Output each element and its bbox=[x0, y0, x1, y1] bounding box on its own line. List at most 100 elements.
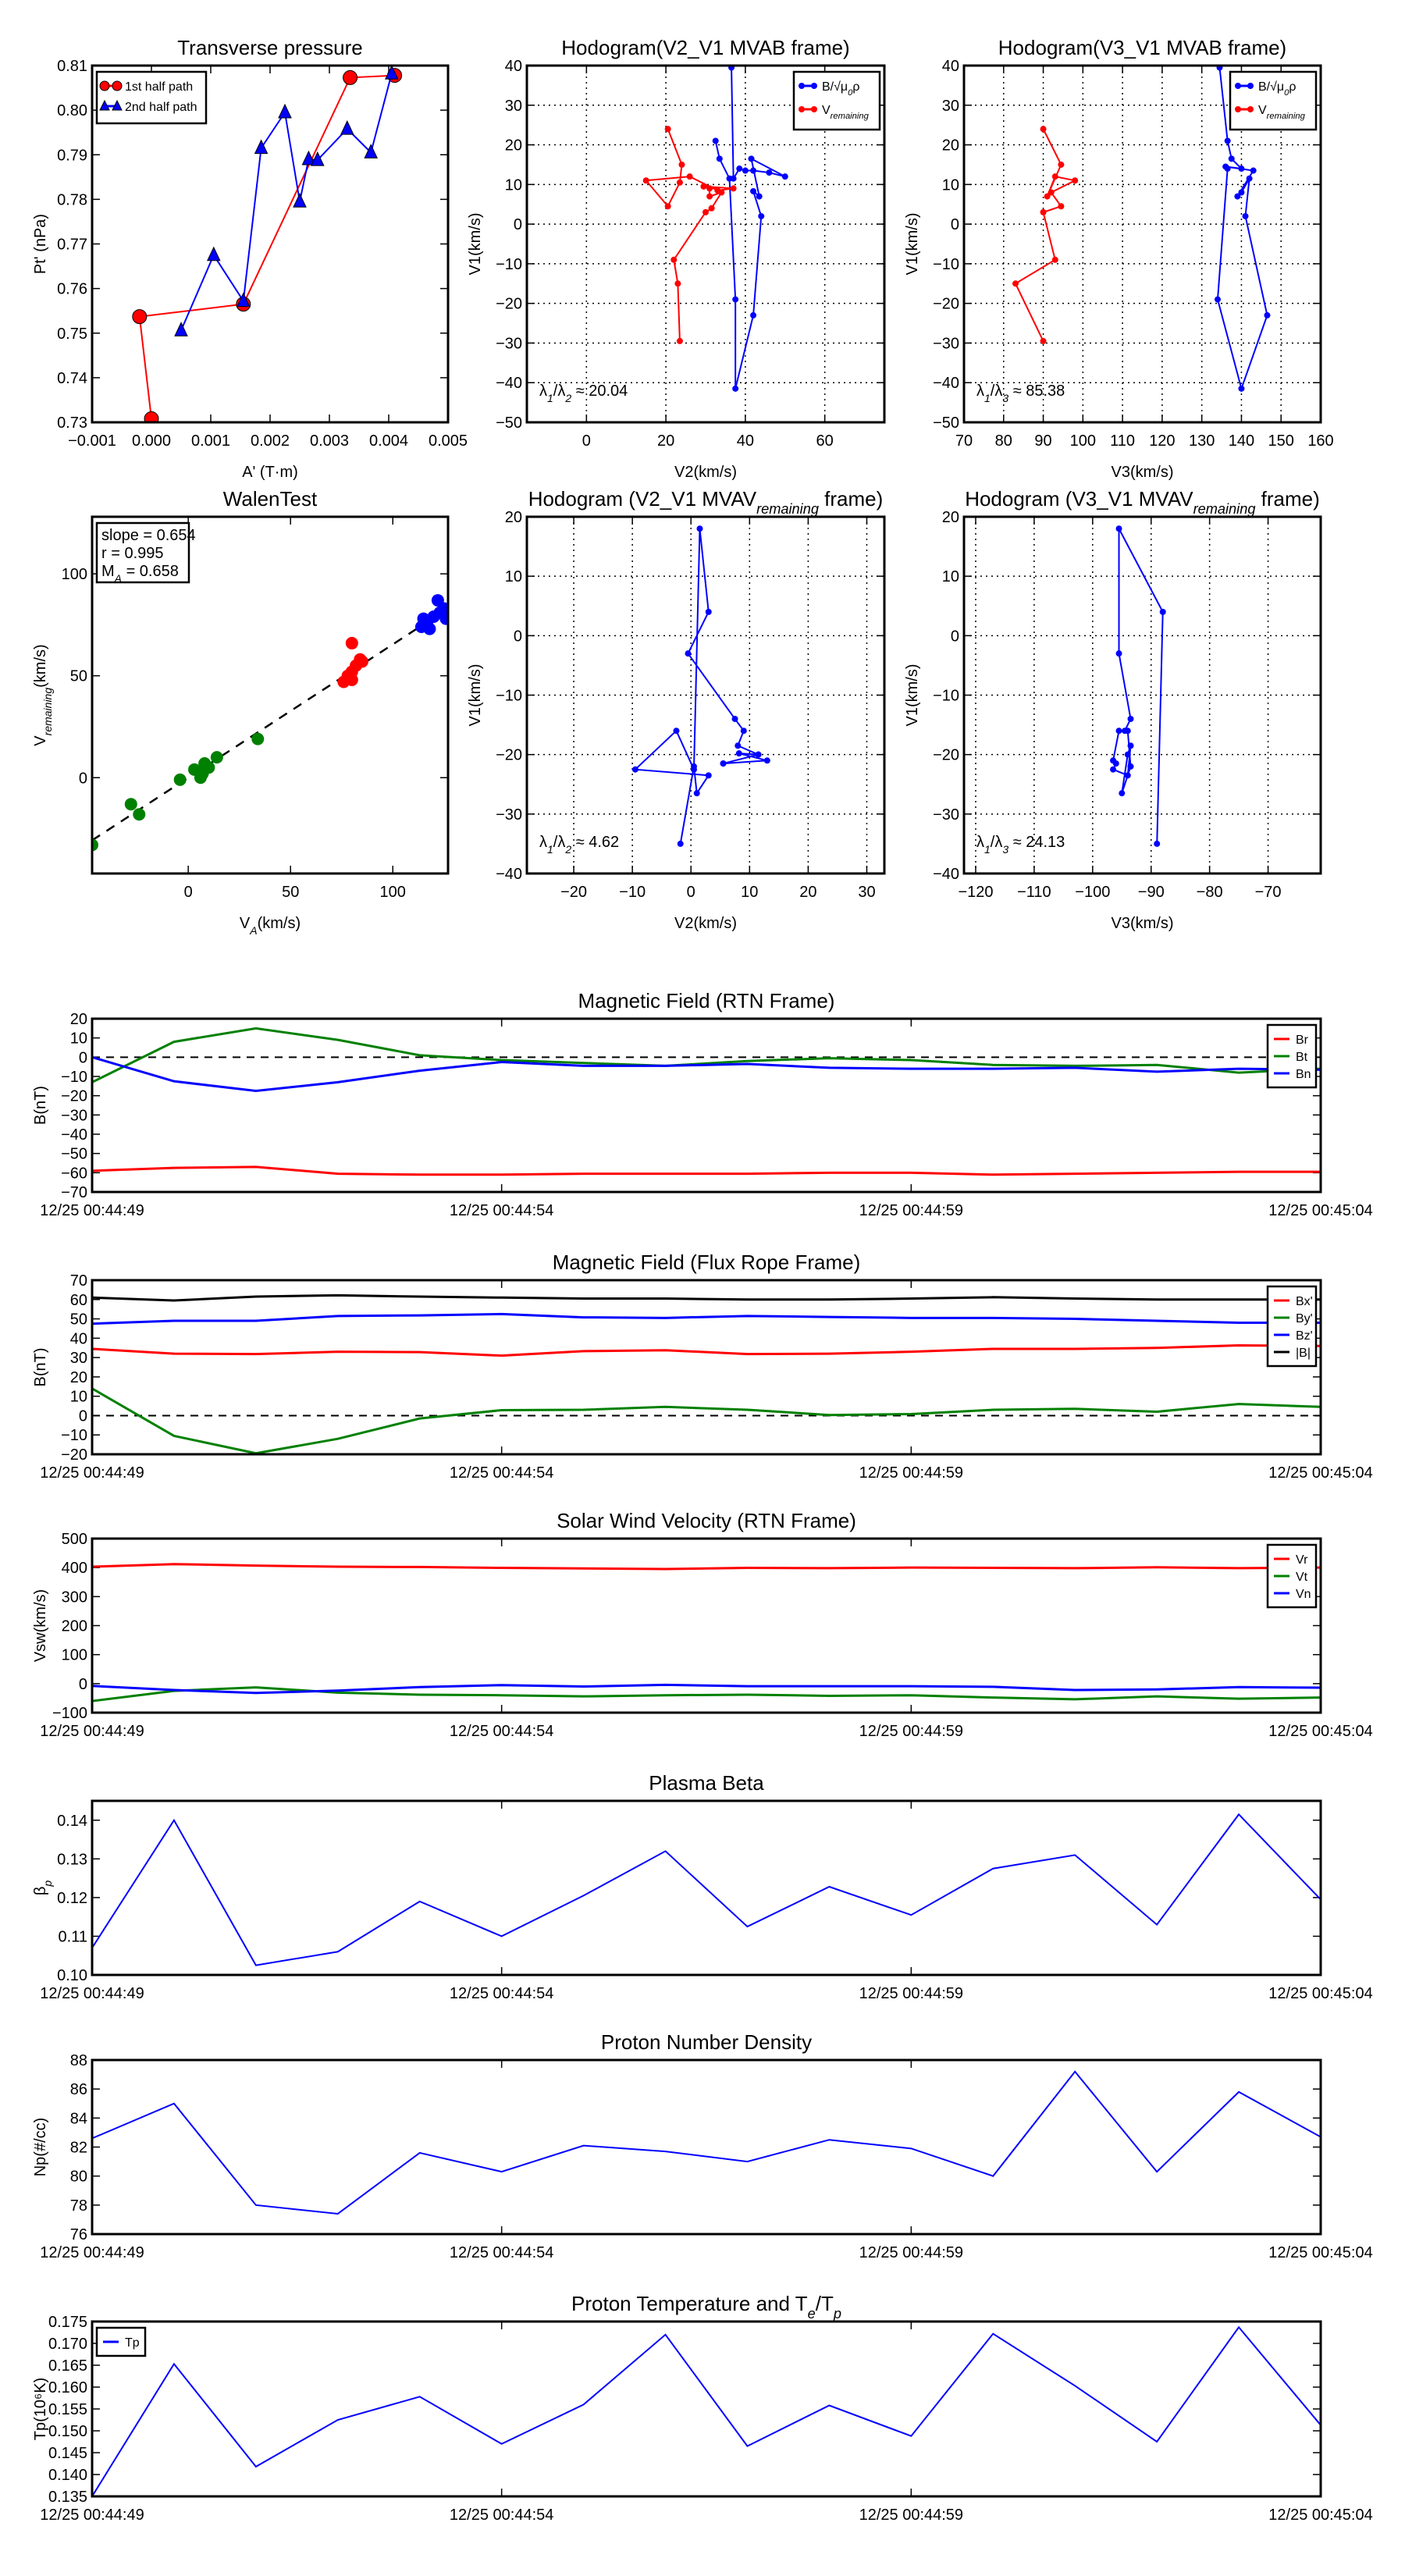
y-tick-label: −10 bbox=[933, 688, 959, 705]
chart-panel: 0 20 40 60−50−40−30−20−10010203040Hodogram(… bbox=[467, 36, 886, 481]
x-tick-label: 0 bbox=[687, 884, 695, 901]
y-axis-label: Pt' (nPa) bbox=[32, 214, 49, 274]
series-1 bbox=[92, 1387, 1321, 1454]
legend-label: Vt bbox=[1296, 1571, 1308, 1584]
y-tick-label: −50 bbox=[61, 1146, 87, 1163]
y-tick-label: 10 bbox=[70, 1030, 87, 1048]
data-point bbox=[731, 715, 738, 722]
data-point bbox=[1246, 175, 1253, 182]
eigenvalue-ratio-part: λ bbox=[539, 382, 547, 400]
chart-panel: 12/25 00:44:49 12/25 00:44:54 12/25 00:44:… bbox=[32, 989, 1373, 1219]
x-tick-label: 12/25 00:44:49 bbox=[40, 2244, 144, 2261]
series-line bbox=[714, 67, 786, 390]
series-line bbox=[92, 1387, 1321, 1454]
series-1 bbox=[92, 1026, 1321, 1083]
series-line bbox=[92, 1312, 1321, 1325]
y-tick-label: 100 bbox=[62, 1647, 87, 1664]
data-point bbox=[1058, 203, 1065, 210]
y-axis-label: V1(km/s) bbox=[904, 664, 921, 727]
x-tick-label: 0.005 bbox=[429, 432, 468, 450]
series-line bbox=[92, 1055, 1321, 1093]
data-point bbox=[735, 742, 742, 749]
data-point bbox=[676, 179, 683, 186]
x-tick-label: 20 bbox=[799, 884, 816, 901]
data-point bbox=[705, 772, 712, 779]
eigenvalue-ratio-part: 3 bbox=[1002, 392, 1008, 404]
y-tick-label: 50 bbox=[70, 1311, 87, 1329]
eigenvalue-ratio-part: 2 bbox=[564, 392, 571, 404]
x-tick-label: 12/25 00:44:54 bbox=[450, 2507, 553, 2524]
y-axis-label-part: remaining bbox=[41, 688, 54, 736]
chart-title: Hodogram (V2_V1 MVAVremaining frame) bbox=[528, 487, 884, 517]
series-line bbox=[92, 1344, 1321, 1357]
x-tick-label: 0.002 bbox=[251, 432, 290, 450]
data-point bbox=[1124, 751, 1131, 758]
data-point bbox=[1124, 772, 1131, 779]
x-tick-label: 100 bbox=[380, 884, 406, 901]
y-tick-label: 60 bbox=[70, 1292, 87, 1309]
data-point bbox=[690, 766, 697, 773]
data-point bbox=[708, 205, 715, 212]
fit-line bbox=[92, 607, 448, 841]
data-point bbox=[750, 187, 757, 194]
y-tick-label: 86 bbox=[70, 2081, 87, 2098]
data-point bbox=[700, 183, 707, 190]
series-0 bbox=[712, 66, 788, 392]
data-point bbox=[748, 155, 755, 162]
series-2 bbox=[92, 1683, 1321, 1695]
eigenvalue-ratio-part: ≈ 4.62 bbox=[571, 834, 619, 851]
x-tick-label: −90 bbox=[1138, 884, 1165, 901]
data-point bbox=[673, 728, 680, 735]
x-tick-label: 50 bbox=[282, 884, 299, 901]
chart-title: WalenTest bbox=[223, 487, 318, 511]
x-tick-label: 120 bbox=[1149, 432, 1175, 450]
x-tick-label: 110 bbox=[1110, 432, 1135, 450]
data-point bbox=[1127, 763, 1134, 770]
chart-title-part: Proton Temperature and T bbox=[571, 2292, 808, 2315]
legend-label: |B| bbox=[1296, 1347, 1311, 1360]
data-point bbox=[1250, 167, 1257, 174]
y-axis-label: Tp(10⁶K) bbox=[32, 2378, 49, 2440]
x-tick-label: 12/25 00:44:54 bbox=[450, 1464, 553, 1482]
data-point bbox=[670, 256, 678, 263]
series-line bbox=[92, 1813, 1321, 1966]
legend-label: Br bbox=[1296, 1034, 1309, 1047]
y-tick-label: −20 bbox=[61, 1088, 87, 1105]
x-tick-label: −20 bbox=[560, 884, 587, 901]
legend-label: Tp bbox=[125, 2336, 140, 2350]
y-tick-label: 0 bbox=[514, 628, 522, 645]
chart-title-part: frame) bbox=[819, 487, 883, 511]
y-tick-label: 0.160 bbox=[48, 2379, 87, 2396]
y-tick-label: −10 bbox=[61, 1069, 87, 1086]
x-tick-label: 60 bbox=[816, 432, 834, 450]
data-point bbox=[423, 622, 436, 635]
data-point bbox=[631, 766, 638, 773]
series-line bbox=[1014, 128, 1078, 342]
x-tick-label: 12/25 00:44:54 bbox=[450, 1202, 553, 1219]
series-line bbox=[92, 1683, 1321, 1695]
y-tick-label: 82 bbox=[70, 2140, 87, 2157]
series-1 bbox=[92, 1686, 1321, 1703]
y-tick-label: 30 bbox=[505, 98, 522, 115]
y-tick-label: 0 bbox=[951, 216, 959, 233]
data-point bbox=[1115, 650, 1122, 657]
data-point bbox=[144, 411, 159, 422]
data-point bbox=[364, 144, 378, 158]
stats-line-part: slope = 0.654 bbox=[101, 527, 196, 544]
chart-panel: −20 −10 0 10 20 30 −40 −30 −20 −10 0 10 20 Hodogram (… bbox=[467, 487, 886, 932]
y-tick-label: 0.13 bbox=[57, 1851, 87, 1868]
y-tick-label: 10 bbox=[505, 176, 522, 194]
x-tick-label: −70 bbox=[1255, 884, 1282, 901]
data-point bbox=[1214, 296, 1221, 303]
data-point bbox=[678, 161, 685, 168]
x-tick-label: −10 bbox=[619, 884, 646, 901]
x-tick-label: 0.000 bbox=[132, 432, 171, 450]
legend-label-part: V bbox=[1258, 104, 1267, 117]
y-tick-label: 50 bbox=[70, 668, 87, 685]
y-tick-label: −10 bbox=[496, 256, 522, 273]
y-tick-label: 0.80 bbox=[57, 102, 87, 119]
x-tick-label: 12/25 00:44:59 bbox=[859, 1985, 963, 2002]
y-tick-label: 20 bbox=[505, 137, 522, 155]
chart-title: Plasma Beta bbox=[649, 1771, 764, 1795]
y-tick-label: −30 bbox=[933, 335, 959, 352]
